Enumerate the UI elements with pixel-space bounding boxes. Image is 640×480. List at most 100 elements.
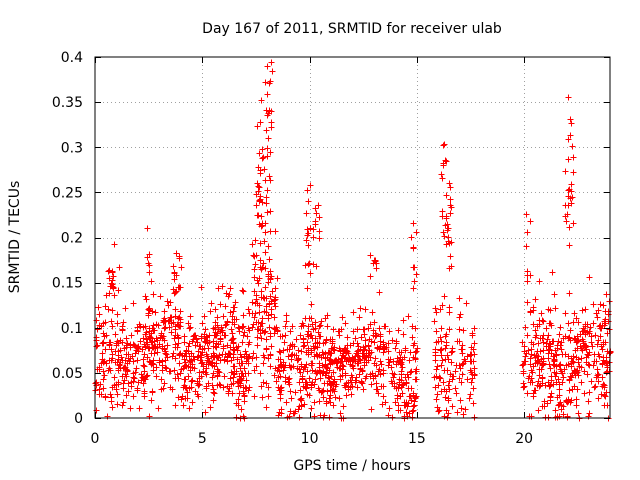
data-point — [337, 373, 344, 380]
data-point — [114, 401, 121, 408]
data-point — [246, 339, 253, 346]
data-point — [264, 209, 271, 216]
data-point — [308, 349, 315, 356]
data-point — [266, 324, 273, 331]
data-point — [257, 330, 264, 337]
data-point — [262, 79, 269, 86]
data-point — [556, 331, 563, 338]
data-point — [356, 371, 363, 378]
data-point — [554, 394, 561, 401]
data-point — [254, 180, 261, 187]
data-point — [303, 210, 310, 217]
data-point — [246, 327, 253, 334]
data-point — [171, 290, 178, 297]
data-point — [142, 344, 149, 351]
data-point — [170, 263, 177, 270]
data-point — [320, 387, 327, 394]
data-point — [174, 371, 181, 378]
data-point — [249, 299, 256, 306]
data-point — [173, 250, 180, 257]
data-point — [208, 300, 215, 307]
data-point — [227, 309, 234, 316]
data-point — [524, 278, 531, 285]
data-point — [306, 260, 313, 267]
data-point — [323, 337, 330, 344]
data-point — [407, 393, 414, 400]
plot-frame — [94, 56, 611, 419]
data-point — [180, 365, 187, 372]
data-point — [281, 364, 288, 371]
data-point — [250, 321, 257, 328]
data-point — [382, 323, 389, 330]
data-point — [439, 302, 446, 309]
data-point — [170, 350, 177, 357]
data-point — [567, 195, 574, 202]
data-point — [304, 381, 311, 388]
data-point — [551, 291, 558, 298]
data-point — [376, 346, 383, 353]
data-point — [312, 376, 319, 383]
data-point — [431, 318, 438, 325]
data-point — [582, 331, 589, 338]
data-point — [586, 389, 593, 396]
data-point — [143, 373, 150, 380]
data-point — [574, 386, 581, 393]
data-point — [238, 354, 245, 361]
x-tick-label: 10 — [301, 431, 319, 447]
data-point — [380, 339, 387, 346]
data-point — [373, 362, 380, 369]
data-point — [100, 359, 107, 366]
data-point — [558, 339, 565, 346]
data-point — [189, 338, 196, 345]
data-point — [111, 241, 118, 248]
data-point — [590, 301, 597, 308]
data-point — [355, 343, 362, 350]
data-point — [602, 308, 609, 315]
data-point — [395, 327, 402, 334]
data-point — [409, 323, 416, 330]
data-point — [367, 273, 374, 280]
data-point — [244, 333, 251, 340]
data-point — [437, 334, 444, 341]
data-point — [436, 375, 443, 382]
data-point — [198, 373, 205, 380]
data-point — [122, 305, 129, 312]
data-point — [297, 369, 304, 376]
data-point — [536, 366, 543, 373]
data-point — [573, 396, 580, 403]
data-point — [237, 351, 244, 358]
data-point — [543, 325, 550, 332]
data-point — [330, 326, 337, 333]
data-point — [262, 177, 269, 184]
data-point — [339, 314, 346, 321]
data-point — [312, 205, 319, 212]
data-point — [535, 353, 542, 360]
data-point — [202, 338, 209, 345]
data-point — [308, 405, 315, 412]
data-point — [586, 410, 593, 417]
data-point — [598, 391, 605, 398]
data-point — [440, 229, 447, 236]
data-point — [463, 300, 470, 307]
x-tick-label: 5 — [198, 431, 207, 447]
data-point — [119, 339, 126, 346]
data-point — [539, 403, 546, 410]
data-point — [411, 278, 418, 285]
data-point — [344, 348, 351, 355]
data-point — [251, 274, 258, 281]
data-point — [148, 350, 155, 357]
data-point — [276, 368, 283, 375]
data-point — [131, 342, 138, 349]
data-point — [229, 336, 236, 343]
data-point — [574, 367, 581, 374]
data-point — [107, 391, 114, 398]
data-point — [405, 385, 412, 392]
data-point — [307, 270, 314, 277]
data-point — [251, 367, 258, 374]
data-point — [578, 345, 585, 352]
data-point — [411, 264, 418, 271]
data-point — [240, 388, 247, 395]
data-point — [268, 108, 275, 115]
data-point — [369, 309, 376, 316]
